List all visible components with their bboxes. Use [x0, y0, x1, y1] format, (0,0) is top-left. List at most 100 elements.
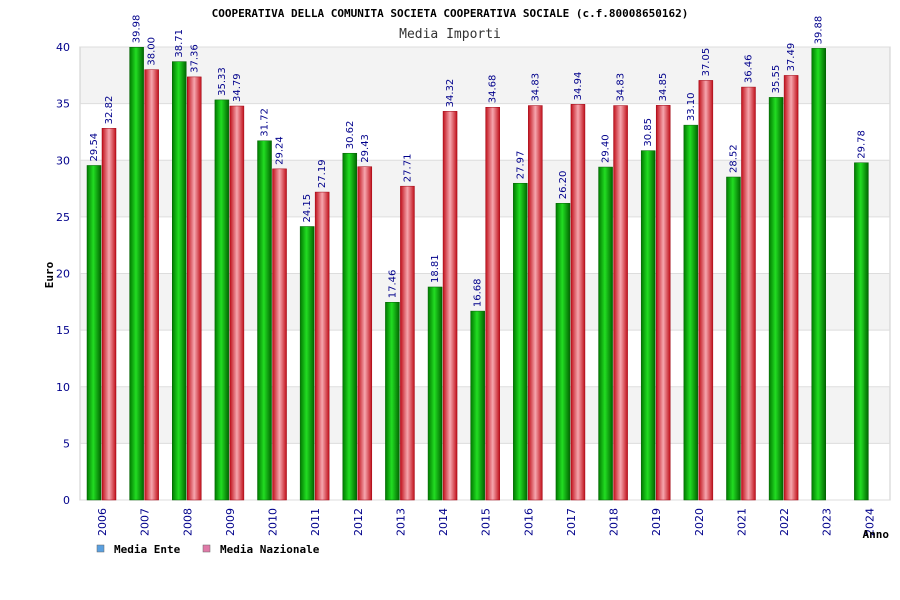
label-media-ente: 16.68 [473, 278, 484, 307]
bar-media-ente [513, 182, 528, 501]
legend-swatch [202, 544, 211, 553]
bar-media-nazionale [314, 191, 330, 501]
label-media-ente: 29.54 [89, 133, 100, 162]
bar-media-nazionale [528, 105, 543, 501]
label-media-nazionale: 34.85 [658, 73, 669, 102]
label-media-ente: 35.33 [217, 67, 228, 96]
label-media-nazionale: 27.71 [402, 154, 413, 183]
label-media-ente: 30.62 [345, 121, 356, 150]
x-tick-label: 2008 [181, 508, 194, 536]
x-tick-label: 2011 [309, 508, 322, 536]
label-media-nazionale: 29.43 [360, 134, 371, 163]
label-media-ente: 17.46 [387, 270, 398, 299]
legend: Media Ente Media Nazionale [96, 543, 320, 556]
x-tick-label: 2010 [267, 508, 280, 536]
x-tick-label: 2015 [480, 508, 493, 536]
x-tick-label: 2006 [96, 508, 109, 536]
x-tick-label: 2019 [650, 508, 663, 536]
x-tick-label: 2009 [224, 508, 237, 536]
label-media-nazionale: 34.79 [232, 73, 243, 102]
label-media-nazionale: 29.24 [275, 136, 286, 165]
y-tick-label: 40 [56, 41, 70, 54]
label-media-ente: 24.15 [302, 194, 313, 223]
bar-media-nazionale [613, 105, 628, 501]
bar-media-ente [172, 61, 187, 501]
y-tick-label: 15 [56, 324, 70, 337]
bar-media-ente [129, 46, 144, 501]
bar-media-ente [427, 286, 443, 501]
y-tick-label: 30 [56, 154, 70, 167]
bar-media-nazionale [229, 105, 245, 501]
label-media-nazionale: 37.49 [786, 43, 797, 72]
label-media-nazionale: 34.83 [616, 73, 627, 102]
label-media-nazionale: 34.83 [530, 73, 541, 102]
label-media-ente: 29.40 [601, 134, 612, 163]
bar-media-nazionale [485, 106, 500, 501]
x-tick-label: 2007 [139, 508, 152, 536]
bar-media-ente [854, 162, 869, 501]
x-tick-label: 2012 [352, 508, 365, 536]
bar-media-nazionale [272, 168, 287, 501]
label-media-ente: 28.52 [728, 144, 739, 173]
y-axis-title: Euro [43, 261, 56, 288]
x-tick-label: 2018 [608, 508, 621, 536]
bar-media-ente [86, 165, 102, 501]
bar-media-nazionale [655, 105, 671, 501]
bar-media-ente [598, 166, 613, 501]
y-axis-ticks: 0 5 10 15 20 25 30 35 40 [56, 41, 70, 507]
legend-label: Media Ente [114, 543, 181, 556]
x-tick-label: 2022 [778, 508, 791, 536]
label-media-ente: 31.72 [260, 108, 271, 137]
bar-media-nazionale [400, 185, 415, 501]
legend-label: Media Nazionale [220, 543, 320, 556]
x-axis-title: Anno [863, 528, 890, 541]
bar-media-ente [555, 203, 571, 501]
x-axis-ticks: 2006 2007 2008 2009 2010 2011 2012 2013 2014 2015… [96, 508, 876, 536]
label-media-ente: 27.97 [515, 151, 526, 180]
bar-media-ente [470, 310, 485, 501]
label-media-nazionale: 34.32 [445, 79, 456, 108]
x-tick-label: 2020 [693, 508, 706, 536]
bar-media-nazionale [698, 80, 714, 501]
bar-media-ente [342, 152, 358, 501]
bar-media-nazionale [187, 76, 202, 501]
bar-media-ente [640, 150, 656, 501]
bar-media-ente [726, 176, 741, 501]
x-tick-label: 2023 [821, 508, 834, 536]
y-tick-label: 20 [56, 268, 70, 281]
x-tick-label: 2021 [735, 508, 748, 536]
label-media-ente: 30.85 [643, 118, 654, 147]
bar-media-nazionale [570, 104, 586, 501]
x-tick-label: 2013 [394, 508, 407, 536]
x-tick-label: 2024 [863, 508, 876, 536]
label-media-ente: 38.71 [174, 29, 185, 58]
label-media-nazionale: 36.46 [743, 54, 754, 83]
label-media-nazionale: 27.19 [317, 159, 328, 188]
label-media-ente: 18.81 [430, 254, 441, 283]
label-media-ente: 35.55 [771, 65, 782, 94]
y-tick-label: 35 [56, 98, 70, 111]
label-media-nazionale: 37.05 [701, 48, 712, 77]
label-media-ente: 33.10 [686, 93, 697, 122]
legend-swatch [96, 544, 105, 553]
bar-media-nazionale [783, 75, 799, 501]
bar-media-nazionale [101, 128, 117, 501]
label-media-nazionale: 32.82 [104, 96, 115, 125]
x-tick-label: 2014 [437, 508, 450, 536]
bar-media-nazionale [741, 86, 756, 501]
bar-media-ente [768, 97, 784, 501]
y-tick-label: 25 [56, 211, 70, 224]
label-media-nazionale: 34.68 [488, 75, 499, 104]
label-media-ente: 26.20 [558, 171, 569, 200]
label-media-nazionale: 37.36 [189, 44, 200, 73]
bar-media-nazionale [357, 166, 373, 501]
chart-title: COOPERATIVA DELLA COMUNITA SOCIETA COOPE… [212, 7, 689, 20]
bar-media-ente [811, 48, 826, 501]
bar-media-ente [385, 302, 400, 501]
bar-media-ente [214, 99, 230, 501]
label-media-nazionale: 38.00 [147, 37, 158, 66]
chart-subtitle: Media Importi [399, 27, 501, 42]
x-tick-label: 2016 [522, 508, 535, 536]
bar-media-nazionale [442, 111, 458, 501]
